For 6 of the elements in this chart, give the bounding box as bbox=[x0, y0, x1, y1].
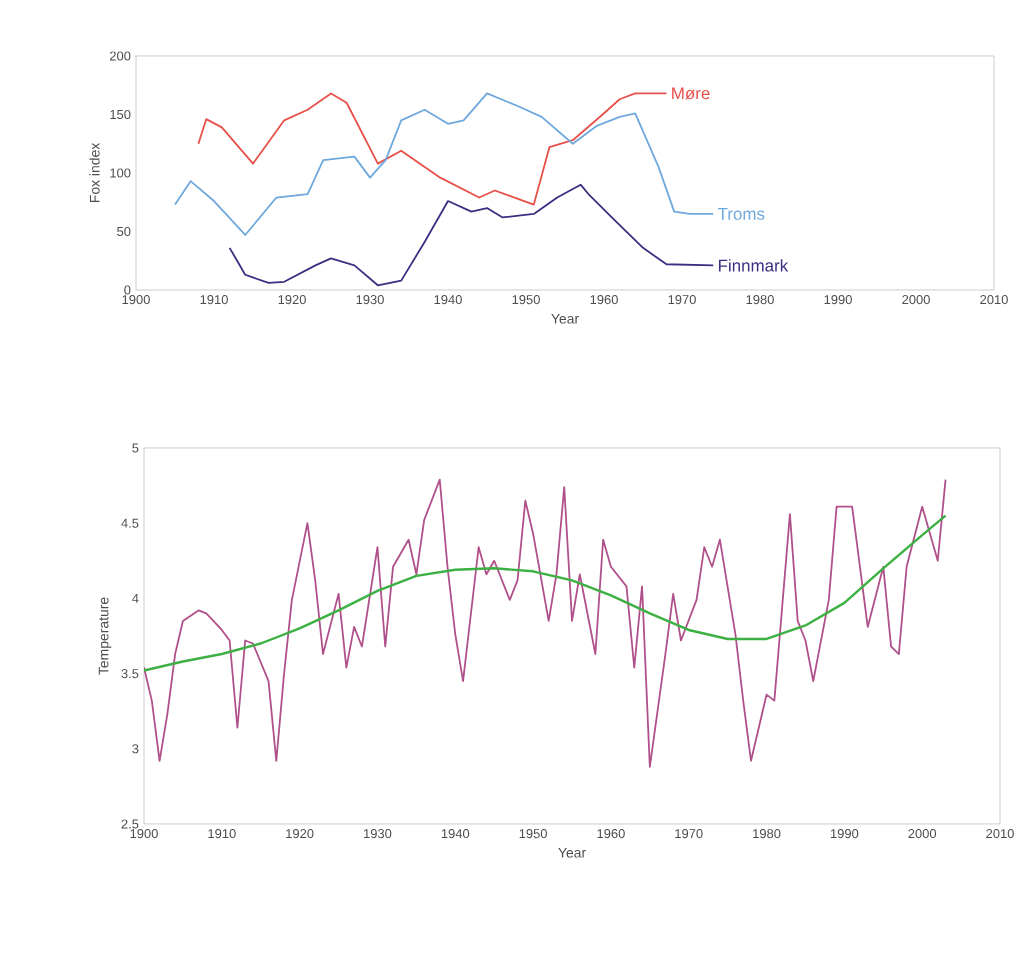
line-series bbox=[197, 92, 668, 206]
line-series bbox=[144, 514, 947, 672]
series-label: Troms bbox=[717, 208, 765, 220]
series-label: Møre bbox=[672, 87, 710, 100]
series-label: Finnmark bbox=[718, 259, 789, 272]
line-series bbox=[228, 183, 715, 287]
